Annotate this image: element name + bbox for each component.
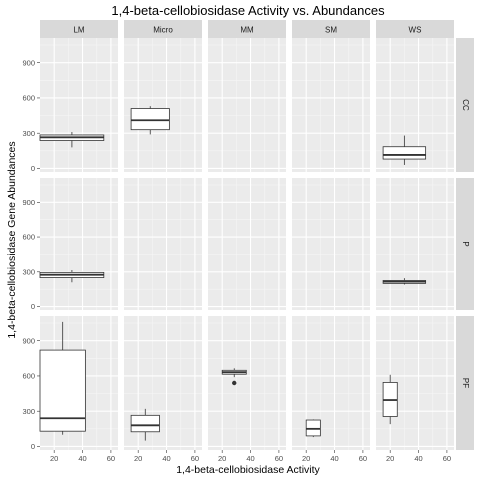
y-tick-label: 0: [31, 302, 35, 311]
x-tick-label: 40: [78, 454, 86, 463]
panel-mm-pf: [208, 316, 286, 450]
col-strip-ws: [376, 20, 454, 38]
panel-background: [124, 178, 202, 310]
row-strip-label: PF: [461, 378, 470, 388]
col-strip-mm: [208, 20, 286, 38]
x-tick-label: 20: [50, 454, 58, 463]
panel-background: [124, 38, 202, 172]
box-sm-pf: [305, 419, 321, 438]
x-tick-label: 60: [191, 454, 199, 463]
x-tick-label: 60: [275, 454, 283, 463]
x-axis-title: 1,4-beta-cellobiosidase Activity: [176, 464, 320, 476]
panel-ws-p: [376, 178, 454, 310]
box-ws-pf: [382, 374, 398, 425]
y-tick-label: 0: [31, 164, 35, 173]
x-tick-label: 20: [386, 454, 394, 463]
box-iqr: [382, 146, 427, 160]
y-axis-title: 1,4-beta-cellobiosidase Gene Abundances: [6, 141, 18, 338]
y-tick-label: 900: [22, 58, 35, 67]
box-iqr: [130, 414, 160, 433]
y-tick-label: 900: [22, 336, 35, 345]
box-lm-cc: [39, 132, 105, 148]
col-strip-sm: [292, 20, 370, 38]
box-micro-cc: [130, 106, 170, 135]
col-strip-label: Micro: [153, 26, 173, 35]
panel-background: [208, 316, 286, 450]
box-ws-cc: [382, 135, 427, 165]
panel-background: [292, 38, 370, 172]
panel-sm-cc: [292, 38, 370, 172]
x-tick-label: 20: [218, 454, 226, 463]
row-strip-p: [456, 178, 474, 310]
y-tick-label: 600: [22, 372, 35, 381]
panel-mm-cc: [208, 38, 286, 172]
x-tick-label: 20: [134, 454, 142, 463]
col-strip-label: SM: [325, 26, 337, 35]
y-tick-label: 600: [22, 233, 35, 242]
panel-background: [208, 38, 286, 172]
panel-background: [376, 178, 454, 310]
col-strip-label: MM: [240, 26, 254, 35]
panel-background: [40, 38, 118, 172]
panel-mm-p: [208, 178, 286, 310]
x-tick-label: 60: [359, 454, 367, 463]
panel-background: [292, 316, 370, 450]
col-strip-label: WS: [409, 26, 422, 35]
col-strip-label: LM: [73, 26, 84, 35]
panel-micro-cc: [124, 38, 202, 172]
y-tick-label: 300: [22, 267, 35, 276]
panel-micro-p: [124, 178, 202, 310]
box-lm-p: [39, 270, 105, 283]
panel-lm-cc: [40, 38, 118, 172]
col-strip-lm: [40, 20, 118, 38]
row-strip-pf: [456, 316, 474, 450]
panel-background: [40, 178, 118, 310]
panel-lm-p: [40, 178, 118, 310]
panel-sm-p: [292, 178, 370, 310]
outlier-point: [232, 380, 237, 386]
y-tick-label: 300: [22, 407, 35, 416]
x-tick-label: 40: [162, 454, 170, 463]
y-tick-label: 300: [22, 129, 35, 138]
panel-background: [292, 178, 370, 310]
row-strip-label: P: [461, 241, 470, 246]
x-tick-label: 60: [107, 454, 115, 463]
y-tick-label: 900: [22, 198, 35, 207]
panel-sm-pf: [292, 316, 370, 450]
x-tick-label: 60: [443, 454, 451, 463]
facet-panels: LM Micro MM SM WS CC P PF: [39, 20, 474, 450]
chart-title: 1,4-beta-cellobiosidase Activity vs. Abu…: [111, 3, 385, 18]
y-tick-labels: 0 300 600 900 0 300 600 900 0 300 600 900: [22, 58, 40, 451]
x-tick-labels: 20 40 60 20 40 60 20 40 60 20 40 60 20 40 60: [50, 450, 451, 463]
row-strip-label: CC: [461, 99, 470, 111]
x-tick-label: 40: [330, 454, 338, 463]
col-strip-micro: [124, 20, 202, 38]
row-strip-cc: [456, 38, 474, 172]
box-iqr: [130, 108, 170, 131]
box-micro-pf: [130, 408, 160, 441]
x-tick-label: 20: [302, 454, 310, 463]
panel-background: [208, 178, 286, 310]
x-tick-label: 40: [414, 454, 422, 463]
box-mm-pf: [221, 368, 247, 386]
box-ws-p: [382, 278, 427, 285]
box-lm-pf: [39, 321, 86, 435]
y-tick-label: 600: [22, 94, 35, 103]
y-tick-label: 0: [31, 442, 35, 451]
x-tick-label: 40: [246, 454, 254, 463]
